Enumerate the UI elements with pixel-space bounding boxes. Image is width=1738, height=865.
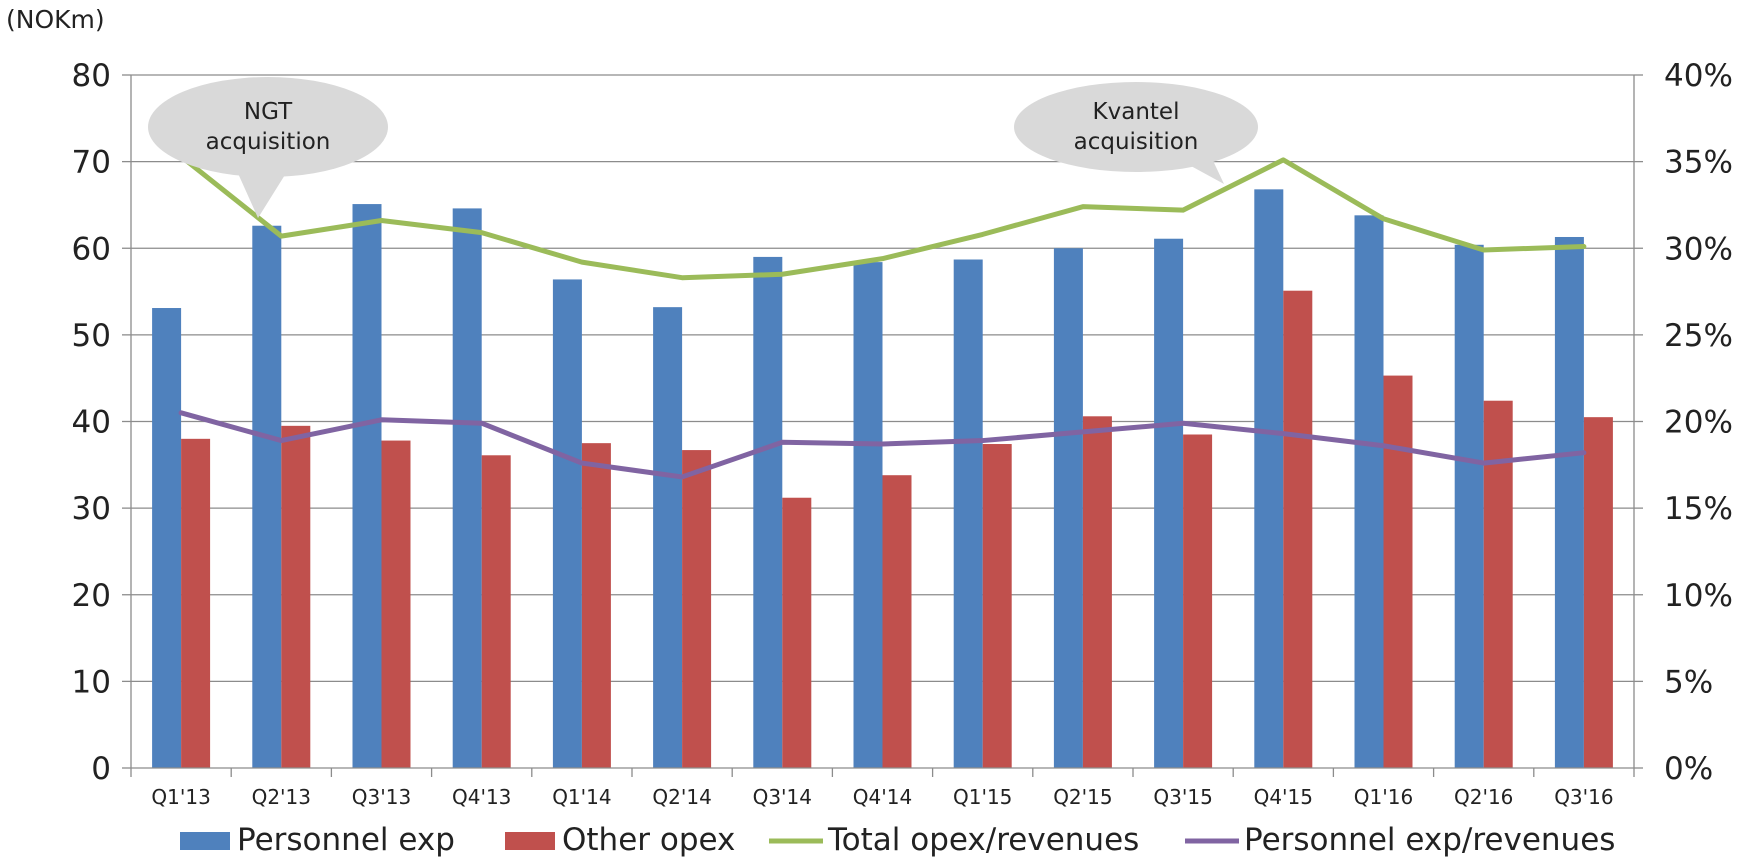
bar-personnel-exp [152,308,182,768]
bar-personnel-exp [953,259,983,768]
bar-personnel-exp [552,279,582,768]
bar-other-opex [381,440,411,768]
bar-other-opex [581,443,611,768]
callout-text: acquisition [1074,129,1199,155]
bar-other-opex [281,425,311,768]
bar-other-opex [782,497,812,768]
callout-ellipse [148,77,388,177]
unit-label: (NOKm) [6,5,105,34]
legend-item: Personnel exp [180,822,455,858]
x-tick-label: Q4'14 [853,785,912,809]
right-tick-label: 20% [1664,405,1733,441]
bar-other-opex [1383,375,1413,768]
bar-other-opex [982,444,1012,768]
x-axis: Q1'13 Q2'13 Q3'13 Q4'13 Q1'14 Q2'14 Q3'14 Q4'14… [130,767,1635,809]
bar-personnel-exp [1554,236,1584,768]
bar-other-opex [1082,416,1112,768]
right-tick-label: 0% [1664,751,1713,787]
callout-bubble: NGT acquisition [148,77,388,218]
x-tick-label: Q1'15 [953,785,1012,809]
legend-label: Other opex [562,822,735,858]
bar-personnel-exp [1354,215,1384,768]
right-tick-label: 15% [1664,491,1733,527]
line-total-opex-revenues [178,153,1587,281]
line-personnel-exp-revenues [178,410,1587,480]
right-axis: 0% 5% 10% 15% 20% 25% 30% 35% 40% [1633,58,1733,787]
annotations: NGT acquisition Kvantel acquisition [148,77,1258,218]
left-tick-label: 40 [72,405,111,441]
x-tick-label: Q2'14 [652,785,711,809]
left-tick-label: 80 [72,58,111,94]
legend-item: Personnel exp/revenues [1185,822,1615,858]
right-tick-label: 35% [1664,145,1733,181]
callout-text: Kvantel [1093,99,1180,125]
bar-personnel-exp [653,307,683,768]
callout-ellipse [1014,82,1258,172]
bar-other-opex [1583,417,1613,768]
bar-personnel-exp [1454,244,1484,768]
bar-personnel-exp [1154,238,1184,768]
x-tick-label: Q1'13 [151,785,210,809]
bar-personnel-exp [352,204,382,769]
bar-personnel-exp [452,208,482,769]
x-tick-label: Q3'16 [1554,785,1613,809]
right-tick-label: 25% [1664,318,1733,354]
bar-personnel-exp [753,256,783,768]
legend-swatch [505,832,555,850]
bar-other-opex [1283,290,1313,768]
callout-bubble: Kvantel acquisition [1014,82,1258,184]
callout-text: acquisition [206,129,331,155]
left-tick-label: 50 [72,318,111,354]
legend: Personnel exp Other opex Total opex/revenu… [180,822,1615,858]
x-tick-label: Q1'16 [1354,785,1413,809]
right-tick-label: 40% [1664,58,1733,94]
x-tick-label: Q4'15 [1254,785,1313,809]
right-tick-label: 5% [1664,664,1713,700]
legend-item: Total opex/revenues [769,822,1139,858]
bars [152,189,1613,769]
right-tick-label: 10% [1664,578,1733,614]
left-tick-label: 30 [72,491,111,527]
bar-personnel-exp [1053,248,1083,768]
x-tick-label: Q2'13 [252,785,311,809]
x-tick-label: Q3'14 [753,785,812,809]
bar-other-opex [181,438,211,768]
bar-other-opex [682,450,712,768]
lines [178,153,1587,480]
legend-item: Other opex [505,822,735,858]
legend-label: Total opex/revenues [827,822,1139,858]
legend-label: Personnel exp [237,822,455,858]
legend-swatch [180,832,230,850]
x-tick-label: Q1'14 [552,785,611,809]
left-axis: 0 10 20 30 40 50 60 70 80 [72,58,132,787]
bar-personnel-exp [853,262,883,768]
x-tick-label: Q3'13 [352,785,411,809]
bar-other-opex [1183,434,1213,768]
callout-text: NGT [244,99,293,125]
legend-label: Personnel exp/revenues [1244,822,1615,858]
left-tick-label: 70 [72,145,111,181]
left-tick-label: 60 [72,231,111,267]
x-tick-label: Q2'16 [1454,785,1513,809]
right-tick-label: 30% [1664,231,1733,267]
bar-other-opex [1483,400,1513,768]
left-tick-label: 10 [72,664,111,700]
x-tick-label: Q3'15 [1153,785,1212,809]
left-tick-label: 20 [72,578,111,614]
left-tick-label: 0 [91,751,111,787]
bar-personnel-exp [1254,189,1284,769]
x-tick-label: Q4'13 [452,785,511,809]
bar-personnel-exp [252,225,282,769]
x-tick-label: Q2'15 [1053,785,1112,809]
bar-other-opex [882,475,912,768]
bar-other-opex [481,455,511,768]
